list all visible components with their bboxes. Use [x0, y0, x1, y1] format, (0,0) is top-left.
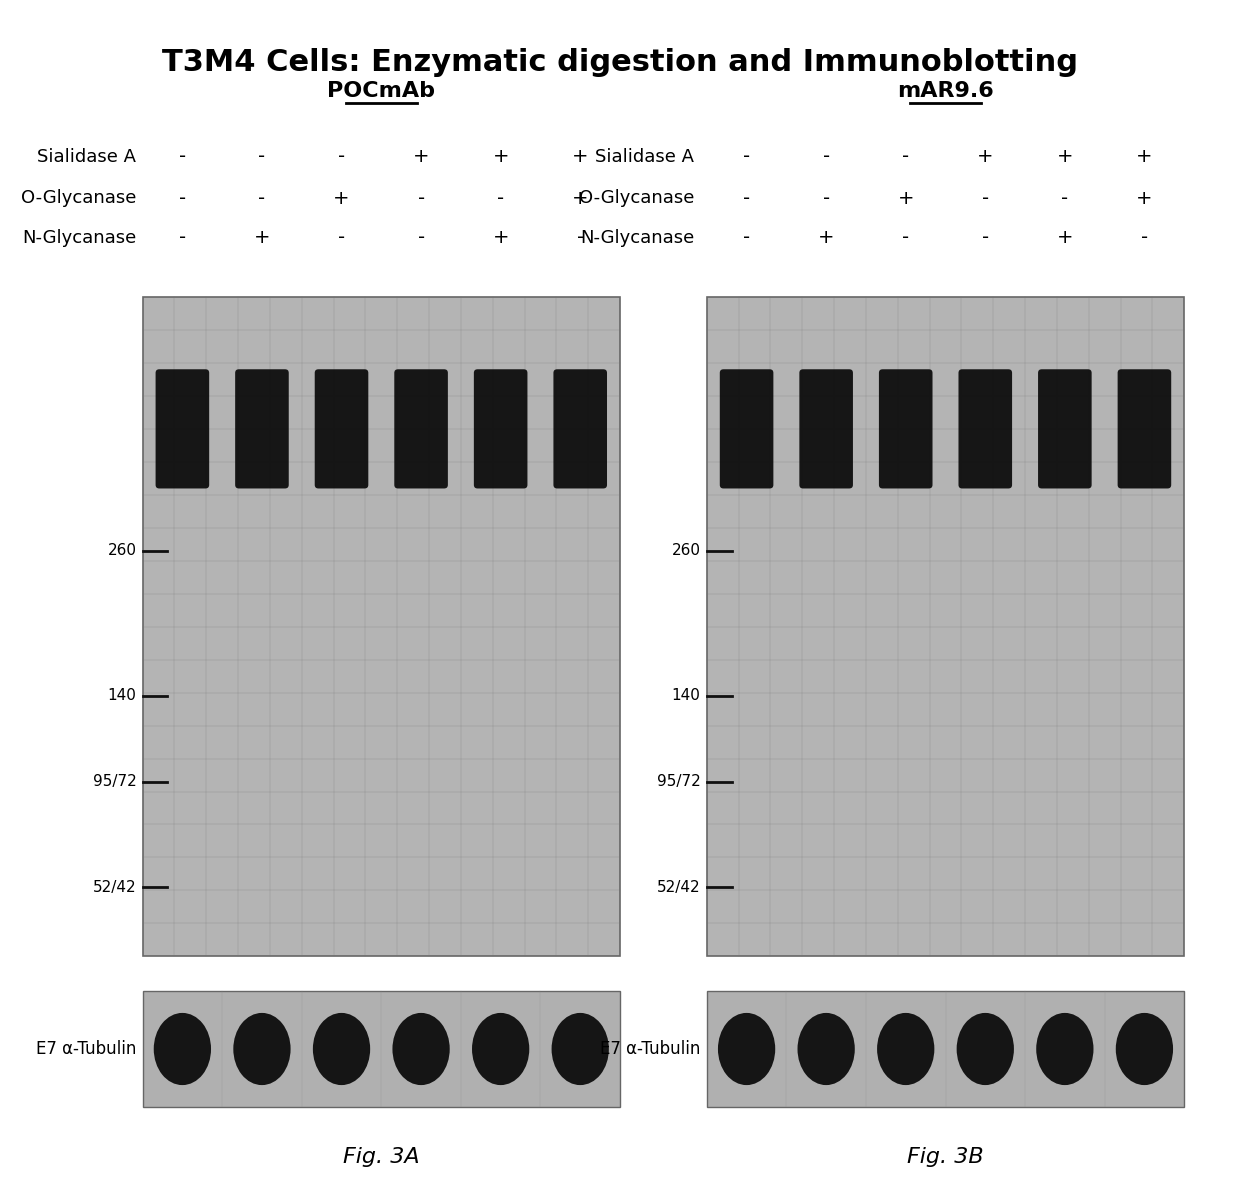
- FancyBboxPatch shape: [959, 369, 1012, 488]
- Text: -: -: [1061, 189, 1069, 208]
- FancyBboxPatch shape: [315, 369, 368, 488]
- Text: 52/42: 52/42: [93, 879, 136, 895]
- Text: +: +: [977, 147, 993, 166]
- FancyBboxPatch shape: [143, 991, 620, 1107]
- Text: +: +: [492, 147, 508, 166]
- Text: E7 α-Tubulin: E7 α-Tubulin: [36, 1040, 136, 1059]
- Text: +: +: [334, 189, 350, 208]
- Text: +: +: [1056, 147, 1073, 166]
- Ellipse shape: [877, 1013, 935, 1085]
- FancyBboxPatch shape: [474, 369, 527, 488]
- Ellipse shape: [1037, 1013, 1094, 1085]
- Text: +: +: [898, 189, 914, 208]
- Text: 95/72: 95/72: [93, 775, 136, 789]
- Text: +: +: [492, 228, 508, 247]
- Text: +: +: [818, 228, 835, 247]
- Text: mAR9.6: mAR9.6: [897, 81, 994, 101]
- Ellipse shape: [718, 1013, 775, 1085]
- Text: POCmAb: POCmAb: [327, 81, 435, 101]
- Text: -: -: [418, 228, 424, 247]
- FancyBboxPatch shape: [1038, 369, 1091, 488]
- Text: N-Glycanase: N-Glycanase: [22, 228, 136, 247]
- Ellipse shape: [797, 1013, 854, 1085]
- Text: Fig. 3A: Fig. 3A: [343, 1146, 419, 1167]
- FancyBboxPatch shape: [155, 369, 210, 488]
- Text: -: -: [179, 189, 186, 208]
- Ellipse shape: [956, 1013, 1014, 1085]
- Text: -: -: [982, 189, 988, 208]
- Text: -: -: [179, 147, 186, 166]
- Ellipse shape: [1116, 1013, 1173, 1085]
- Text: 260: 260: [108, 543, 136, 558]
- Text: -: -: [258, 147, 265, 166]
- Text: -: -: [418, 189, 424, 208]
- Text: -: -: [822, 147, 830, 166]
- FancyBboxPatch shape: [707, 991, 1184, 1107]
- FancyBboxPatch shape: [719, 369, 774, 488]
- Ellipse shape: [154, 1013, 211, 1085]
- Text: O-Glycanase: O-Glycanase: [21, 189, 136, 208]
- Text: 140: 140: [108, 688, 136, 703]
- Text: +: +: [1136, 147, 1153, 166]
- Text: 52/42: 52/42: [657, 879, 701, 895]
- Text: -: -: [822, 189, 830, 208]
- Text: N-Glycanase: N-Glycanase: [580, 228, 694, 247]
- Ellipse shape: [552, 1013, 609, 1085]
- FancyBboxPatch shape: [800, 369, 853, 488]
- Text: O-Glycanase: O-Glycanase: [579, 189, 694, 208]
- Text: -: -: [339, 228, 345, 247]
- Text: E7 α-Tubulin: E7 α-Tubulin: [600, 1040, 701, 1059]
- Ellipse shape: [472, 1013, 529, 1085]
- FancyBboxPatch shape: [394, 369, 448, 488]
- Text: -: -: [497, 189, 505, 208]
- FancyBboxPatch shape: [1117, 369, 1172, 488]
- Text: Fig. 3B: Fig. 3B: [908, 1146, 983, 1167]
- Text: 95/72: 95/72: [657, 775, 701, 789]
- Text: -: -: [903, 147, 909, 166]
- Text: +: +: [254, 228, 270, 247]
- Text: -: -: [258, 189, 265, 208]
- Text: -: -: [577, 228, 584, 247]
- Ellipse shape: [392, 1013, 450, 1085]
- Text: -: -: [743, 228, 750, 247]
- Text: +: +: [1136, 189, 1153, 208]
- Text: -: -: [179, 228, 186, 247]
- Ellipse shape: [312, 1013, 371, 1085]
- FancyBboxPatch shape: [553, 369, 608, 488]
- Text: Sialidase A: Sialidase A: [37, 147, 136, 166]
- Text: -: -: [339, 147, 345, 166]
- Text: -: -: [982, 228, 988, 247]
- Ellipse shape: [233, 1013, 290, 1085]
- Text: -: -: [743, 147, 750, 166]
- FancyBboxPatch shape: [707, 297, 1184, 956]
- Text: +: +: [572, 189, 589, 208]
- Text: Sialidase A: Sialidase A: [595, 147, 694, 166]
- FancyBboxPatch shape: [879, 369, 932, 488]
- Text: -: -: [1141, 228, 1148, 247]
- Text: -: -: [903, 228, 909, 247]
- Text: -: -: [743, 189, 750, 208]
- FancyBboxPatch shape: [143, 297, 620, 956]
- Text: T3M4 Cells: Enzymatic digestion and Immunoblotting: T3M4 Cells: Enzymatic digestion and Immu…: [162, 48, 1078, 76]
- Text: 260: 260: [672, 543, 701, 558]
- Text: +: +: [1056, 228, 1073, 247]
- Text: +: +: [413, 147, 429, 166]
- Text: 140: 140: [672, 688, 701, 703]
- Text: +: +: [572, 147, 589, 166]
- FancyBboxPatch shape: [236, 369, 289, 488]
